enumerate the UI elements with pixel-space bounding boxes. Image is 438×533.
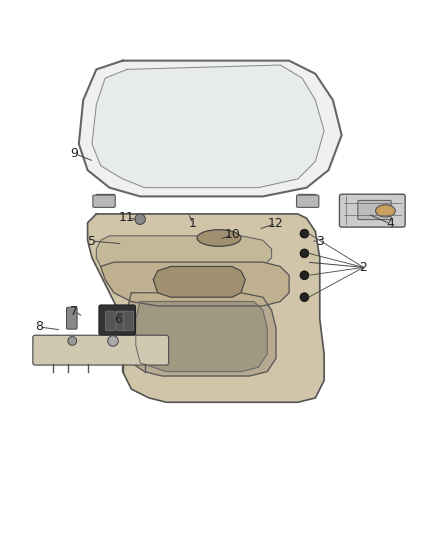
Circle shape bbox=[68, 336, 77, 345]
Polygon shape bbox=[79, 61, 342, 197]
FancyBboxPatch shape bbox=[117, 311, 126, 330]
Ellipse shape bbox=[197, 230, 241, 246]
Polygon shape bbox=[153, 266, 245, 297]
Text: 3: 3 bbox=[316, 235, 324, 248]
FancyBboxPatch shape bbox=[339, 194, 405, 227]
Circle shape bbox=[300, 293, 309, 302]
Ellipse shape bbox=[375, 205, 395, 217]
Text: 1: 1 bbox=[189, 217, 197, 230]
Text: 7: 7 bbox=[71, 305, 78, 318]
Polygon shape bbox=[92, 65, 324, 188]
FancyBboxPatch shape bbox=[124, 311, 134, 330]
Polygon shape bbox=[136, 302, 267, 372]
FancyBboxPatch shape bbox=[358, 200, 391, 220]
FancyBboxPatch shape bbox=[93, 195, 115, 207]
Text: 10: 10 bbox=[224, 229, 240, 241]
Text: 12: 12 bbox=[268, 217, 284, 230]
Text: 8: 8 bbox=[35, 320, 43, 334]
FancyBboxPatch shape bbox=[99, 305, 135, 335]
Text: 9: 9 bbox=[71, 147, 78, 160]
Polygon shape bbox=[88, 214, 324, 402]
Text: 4: 4 bbox=[386, 217, 394, 230]
Polygon shape bbox=[96, 236, 272, 271]
FancyBboxPatch shape bbox=[106, 311, 115, 330]
Text: 2: 2 bbox=[360, 261, 367, 274]
Circle shape bbox=[300, 249, 309, 258]
FancyBboxPatch shape bbox=[297, 195, 319, 207]
Circle shape bbox=[300, 229, 309, 238]
Polygon shape bbox=[101, 262, 289, 306]
Text: 5: 5 bbox=[88, 235, 96, 248]
Circle shape bbox=[108, 336, 118, 346]
Text: 11: 11 bbox=[119, 211, 135, 224]
FancyBboxPatch shape bbox=[33, 335, 169, 365]
FancyBboxPatch shape bbox=[67, 307, 77, 329]
Circle shape bbox=[300, 271, 309, 280]
Text: 6: 6 bbox=[114, 312, 122, 326]
Polygon shape bbox=[127, 293, 276, 376]
Circle shape bbox=[135, 214, 145, 224]
